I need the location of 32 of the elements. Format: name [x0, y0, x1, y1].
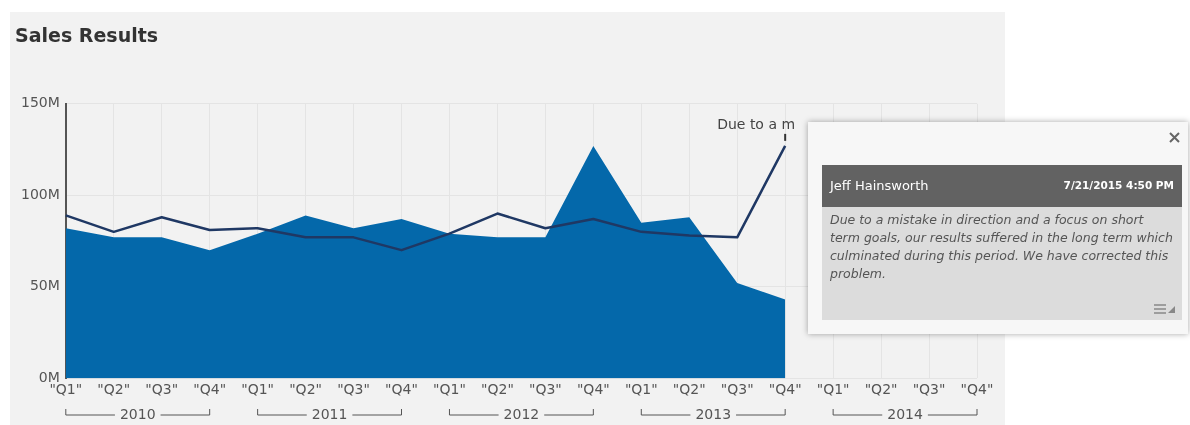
x-tick-label: "Q4"	[193, 381, 227, 398]
x-tick-label: "Q2"	[672, 381, 706, 398]
x-tick-label: "Q2"	[97, 381, 131, 398]
x-tick-label: "Q3"	[528, 381, 562, 398]
y-tick-label: 50M	[29, 277, 60, 294]
text: 2014	[887, 405, 923, 422]
text: 2011	[311, 405, 348, 422]
annotation: Due to a m	[717, 115, 796, 132]
annotation: Jeff Hainsworth	[830, 178, 929, 193]
x-tick-label: "Q4"	[385, 381, 418, 398]
x-tick-label: "Q1"	[433, 381, 466, 398]
x-tick-label: "Q2"	[864, 381, 898, 398]
text: 2010	[119, 405, 156, 422]
x-tick-label: "Q4"	[768, 381, 802, 398]
x-tick-label: "Q1"	[241, 381, 275, 398]
comment-popup: Jeff Hainsworth 7/21/2015 4:50 PM Due to a mistake in direction and a focus on short term goals, our results suffered in the long term which culminated during this period. We have corrected this problem.	[808, 122, 1188, 334]
x-tick-label: "Q4"	[576, 381, 610, 398]
x-tick-label: "Q3"	[145, 381, 179, 398]
x-tick-label: "Q3"	[337, 381, 370, 398]
annotation: Due to a mistake in direction and a focus on short term goals, our results suffered in the long term which culminated during this period. We have corrected this problem.	[830, 212, 1173, 281]
x-tick-label: "Q3"	[912, 381, 946, 398]
x-tick-label: "Q2"	[481, 381, 514, 398]
chart-title: Sales Results	[15, 24, 159, 47]
y-tick-label: 100M	[20, 185, 60, 202]
text: 2013	[695, 405, 732, 422]
x-tick-label: "Q4"	[960, 381, 994, 398]
x-tick-label: "Q1"	[816, 381, 850, 398]
x-tick-label: "Q3"	[720, 381, 754, 398]
x-tick-label: "Q2"	[289, 381, 322, 398]
x-tick-label: "Q1"	[624, 381, 658, 398]
y-tick-label: 150M	[20, 94, 60, 111]
text: 2012	[503, 405, 540, 422]
